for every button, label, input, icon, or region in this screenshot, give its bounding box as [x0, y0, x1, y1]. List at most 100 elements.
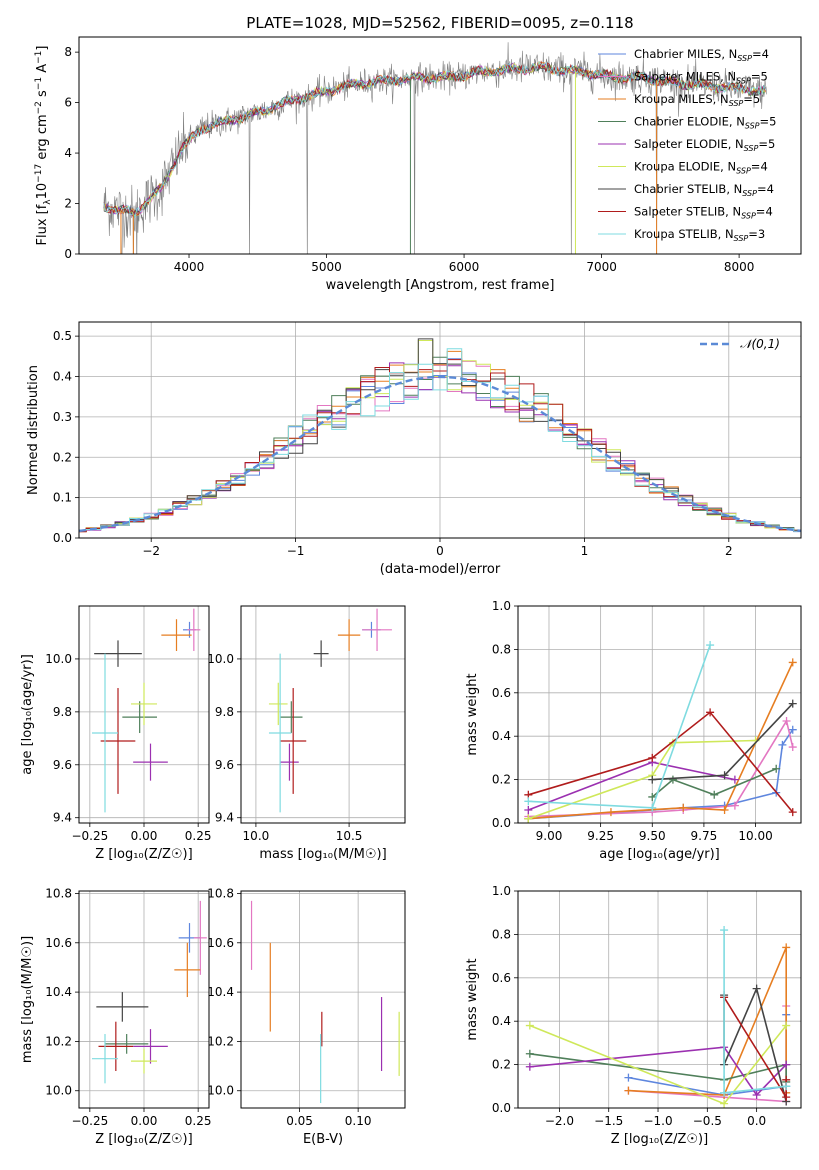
weight-point-marker [720, 771, 729, 780]
legend-eq: = [743, 92, 753, 106]
weight-point-marker [624, 1086, 633, 1095]
legend-eq: = [751, 70, 761, 84]
x-axis-label: Z [log₁₀(Z/Z☉)] [95, 847, 192, 862]
weight-point-marker [730, 801, 739, 810]
weight-point-marker [782, 943, 791, 952]
y-tick-label: 0.1 [53, 491, 72, 505]
x-tick-label: −0.5 [693, 1114, 722, 1128]
weight-vs-age-lines [524, 641, 797, 823]
y-label-part: ] [35, 46, 50, 51]
x-tick-label: 0.10 [345, 1114, 372, 1128]
normal-curve [79, 375, 801, 533]
x-tick-label: 0.05 [286, 1114, 313, 1128]
age-vs-mass-points [268, 608, 392, 813]
chart-title: PLATE=1028, MJD=52562, FIBERID=0095, z=0… [246, 14, 633, 32]
plot-frame [78, 605, 210, 824]
weight-point-marker [782, 1093, 791, 1102]
weight-point-marker [606, 808, 615, 817]
y-tick-label: 0.2 [492, 1058, 511, 1072]
legend-series-name: Kroupa MILES [634, 92, 713, 106]
histograms [79, 338, 801, 533]
legend-n: N [732, 205, 741, 219]
x-tick-label: 7000 [586, 260, 617, 274]
legend-n-sub: SSP [745, 122, 760, 131]
y-tick-label: 0 [64, 247, 72, 261]
weight-series-line [528, 718, 794, 818]
weight-point-marker [720, 805, 729, 814]
x-axis-label: age [log₁₀(age/yr)] [599, 847, 720, 862]
weight-point-marker [525, 1021, 534, 1030]
weight-point-marker [788, 743, 797, 752]
legend-entry: Kroupa MILES, NSSP=5 [634, 92, 760, 108]
model-spectrum [103, 61, 766, 219]
legend-n-sub: SSP [729, 99, 744, 108]
legend-entry: Chabrier STELIB, NSSP=4 [634, 182, 774, 198]
y-tick-label: 10.0 [45, 1084, 72, 1098]
weight-point-marker [730, 775, 739, 784]
legend-series-name: Salpeter ELODIE [634, 137, 728, 151]
y-tick-label: 10.8 [207, 886, 234, 900]
y-label-part: erg cm [35, 114, 50, 163]
x-tick-label: 0.25 [185, 1114, 212, 1128]
weight-series-line [723, 986, 787, 1102]
weight-point-marker [706, 708, 715, 717]
y-tick-label: 10.4 [207, 985, 234, 999]
weight-series-line [528, 711, 794, 813]
weight-point-marker [752, 1090, 761, 1099]
x-tick-label: 5000 [311, 260, 342, 274]
legend-sep: , [728, 137, 735, 151]
x-tick-label: −2.0 [545, 1114, 574, 1128]
x-axis-label: Z [log₁₀(Z/Z☉)] [611, 1132, 708, 1147]
legend-n: N [727, 160, 736, 174]
legend-eq: = [757, 182, 767, 196]
y-tick-label: 0.2 [492, 773, 511, 787]
y-tick-label: 9.4 [215, 811, 234, 825]
y-tick-label: 4 [64, 146, 72, 160]
x-axis-label: wavelength [Angstrom, rest frame] [326, 278, 555, 293]
spectrum-lines [103, 42, 767, 254]
legend-nssp-value: 4 [765, 205, 772, 219]
y-tick-label: 8 [64, 45, 72, 59]
spectrum-axes: 4000 5000 6000 7000 8000 0 2 4 6 8 wavelength [Ang… [64, 45, 754, 293]
y-tick-label: 10.4 [45, 985, 72, 999]
y-tick-label: 1.0 [492, 884, 511, 898]
y-tick-label: 0.0 [53, 531, 72, 545]
y-tick-label: 0.6 [492, 971, 511, 985]
legend-entry: Chabrier MILES, NSSP=4 [634, 47, 769, 63]
plot-frame [240, 605, 406, 824]
legend-n: N [729, 47, 738, 61]
weight-point-marker [524, 805, 533, 814]
y-tick-label: 9.6 [215, 758, 234, 772]
y-label-part: s [35, 90, 50, 101]
weight-point-marker [788, 699, 797, 708]
x-tick-label: 10.0 [243, 829, 270, 843]
x-tick-label: 0.00 [131, 829, 158, 843]
weight-point-marker [782, 1021, 791, 1030]
plot-frame [517, 605, 802, 824]
weight-point-marker [782, 717, 791, 726]
legend-n-sub: SSP [734, 234, 749, 243]
weight-point-marker [648, 803, 657, 812]
legend-eq: = [748, 227, 758, 241]
plot-frame [78, 321, 802, 539]
legend-entry: 𝒩(0,1) [740, 337, 780, 351]
mass-vs-EBV-points [250, 900, 400, 1104]
legend-eq: = [756, 205, 766, 219]
y-tick-label: 9.8 [215, 705, 234, 719]
x-tick-label: 9.75 [691, 829, 718, 843]
weight-point-marker [706, 641, 715, 650]
legend-n-sub: SSP [742, 189, 757, 198]
legend-nssp-value: 4 [767, 182, 774, 196]
y-tick-label: 0.5 [53, 329, 72, 343]
y-tick-label: 10.6 [45, 936, 72, 950]
y-tick-label: 10.2 [45, 1034, 72, 1048]
x-tick-label: 2 [725, 544, 733, 558]
y-tick-label: 9.8 [53, 705, 72, 719]
x-tick-label: 4000 [174, 260, 205, 274]
legend-series-name: Kroupa ELODIE [634, 160, 720, 174]
legend-nssp-value: 4 [762, 47, 769, 61]
legend-series-name: Kroupa STELIB [634, 227, 718, 241]
legend-sep: , [720, 160, 727, 174]
weight-series-line [529, 1046, 787, 1097]
legend-n-sub: SSP [744, 144, 759, 153]
